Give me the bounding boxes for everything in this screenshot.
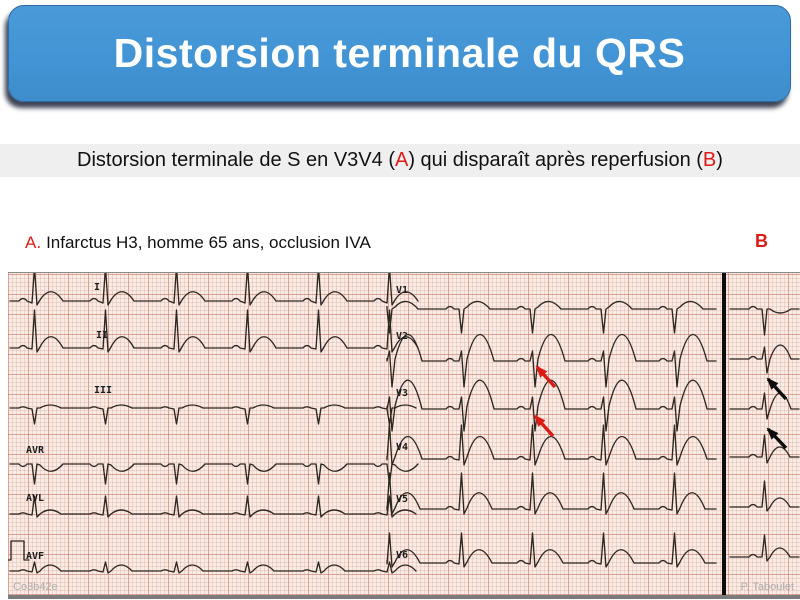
lead-label-i: I [94, 282, 101, 293]
title-banner: Distorsion terminale du QRS [8, 5, 791, 102]
watermark-right: P. Taboulet [740, 581, 794, 593]
subtitle-part-2: ) qui disparaît après reperfusion ( [408, 149, 703, 171]
trace-group [8, 273, 800, 574]
ecg-traces [8, 273, 800, 574]
ecg-trace-iii [9, 404, 417, 425]
ecg-trace-v4 [386, 424, 717, 466]
panel-divider [722, 273, 726, 595]
subtitle-strip: Distorsion terminale de S en V3V4 (A) qu… [0, 144, 800, 177]
calibration-pulse [8, 540, 30, 561]
ecg-trace-ii [9, 309, 419, 353]
lead-label-avr: AVR [26, 445, 45, 456]
slide-title: Distorsion terminale du QRS [113, 30, 686, 76]
panel-a-marker: A. [25, 233, 42, 252]
ecg-trace-avf [9, 561, 417, 574]
subtitle-marker-b: B [702, 149, 717, 171]
lead-label-v1: V1 [396, 285, 409, 296]
ecg-strip: I II III AVR AVL AVF V1 V2 V3 V4 V5 V6 Co3b42e P. T… [8, 272, 800, 599]
lead-label-avl: AVL [26, 493, 45, 504]
ecg-trace-v1 [386, 300, 717, 334]
ecg-trace-v6 [386, 532, 717, 568]
annotation-arrows [533, 365, 788, 450]
lead-label-v3: V3 [396, 388, 409, 399]
ecg-trace-b-row5 [729, 480, 800, 512]
lead-label-v4: V4 [396, 442, 409, 453]
subtitle-part-3: ) [716, 149, 723, 171]
black-arrow-1 [766, 377, 788, 401]
red-arrow-2 [533, 414, 555, 438]
ecg-trace-b-row2 [729, 344, 800, 374]
ecg-trace-b-row3 [729, 392, 800, 420]
ecg-trace-b-row6 [729, 534, 800, 562]
ecg-trace-b-row1 [729, 305, 800, 336]
panel-a-caption: A. Infarctus H3, homme 65 ans, occlusion … [25, 233, 371, 253]
ecg-trace-v2 [386, 334, 717, 388]
subtitle-marker-a: A [394, 149, 409, 171]
lead-label-v6: V6 [396, 550, 409, 561]
lead-label-iii: III [94, 385, 113, 396]
panel-b-caption: B [755, 231, 768, 251]
lead-label-avf: AVF [26, 551, 45, 562]
black-arrow-2 [766, 427, 788, 450]
panel-a-caption-text: Infarctus H3, homme 65 ans, occlusion IV… [46, 233, 371, 252]
lead-label-v2: V2 [396, 331, 409, 342]
lead-label-ii: II [96, 330, 109, 341]
ecg-trace-v5 [386, 472, 717, 515]
subtitle-part-1: Distorsion terminale de S en V3V4 ( [77, 149, 395, 171]
subtitle-text: Distorsion terminale de S en V3V4 (A) qu… [77, 149, 723, 172]
ecg-trace-v3 [386, 379, 717, 432]
watermark-left: Co3b42e [13, 581, 58, 593]
ecg-trace-b-row4 [729, 434, 800, 464]
lead-label-v5: V5 [396, 494, 409, 505]
red-arrow-1 [535, 365, 557, 389]
ecg-trace-i [9, 273, 419, 306]
ecg-trace-avr [9, 463, 419, 485]
ecg-trace-avl [9, 495, 417, 518]
